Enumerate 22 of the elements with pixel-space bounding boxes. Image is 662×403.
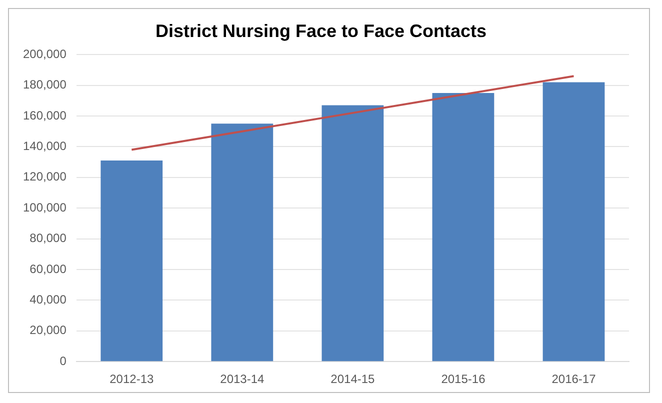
y-tick-label: 120,000 (22, 170, 67, 184)
y-tick-label: 0 (60, 354, 67, 368)
y-tick-label: 140,000 (22, 139, 67, 154)
y-tick-label: 40,000 (30, 292, 67, 307)
y-tick-label: 80,000 (30, 231, 67, 246)
x-tick-label: 2015-16 (441, 372, 486, 386)
y-tick-label: 100,000 (22, 200, 67, 214)
x-tick-label: 2014-15 (330, 372, 376, 386)
bar (322, 105, 384, 362)
x-tick-label: 2012-13 (110, 372, 154, 386)
y-tick-label: 20,000 (30, 323, 67, 338)
bar (542, 82, 605, 362)
y-tick-label: 200,000 (22, 46, 67, 61)
chart-title: District Nursing Face to Face Contacts (155, 20, 487, 41)
y-tick-label: 60,000 (30, 262, 67, 276)
bar (100, 160, 163, 362)
y-tick-label: 160,000 (22, 108, 67, 122)
bar (432, 92, 494, 362)
y-tick-label: 180,000 (22, 78, 67, 92)
x-tick-label: 2013-14 (220, 372, 265, 386)
x-tick-label: 2016-17 (552, 372, 596, 386)
bar (211, 124, 274, 362)
